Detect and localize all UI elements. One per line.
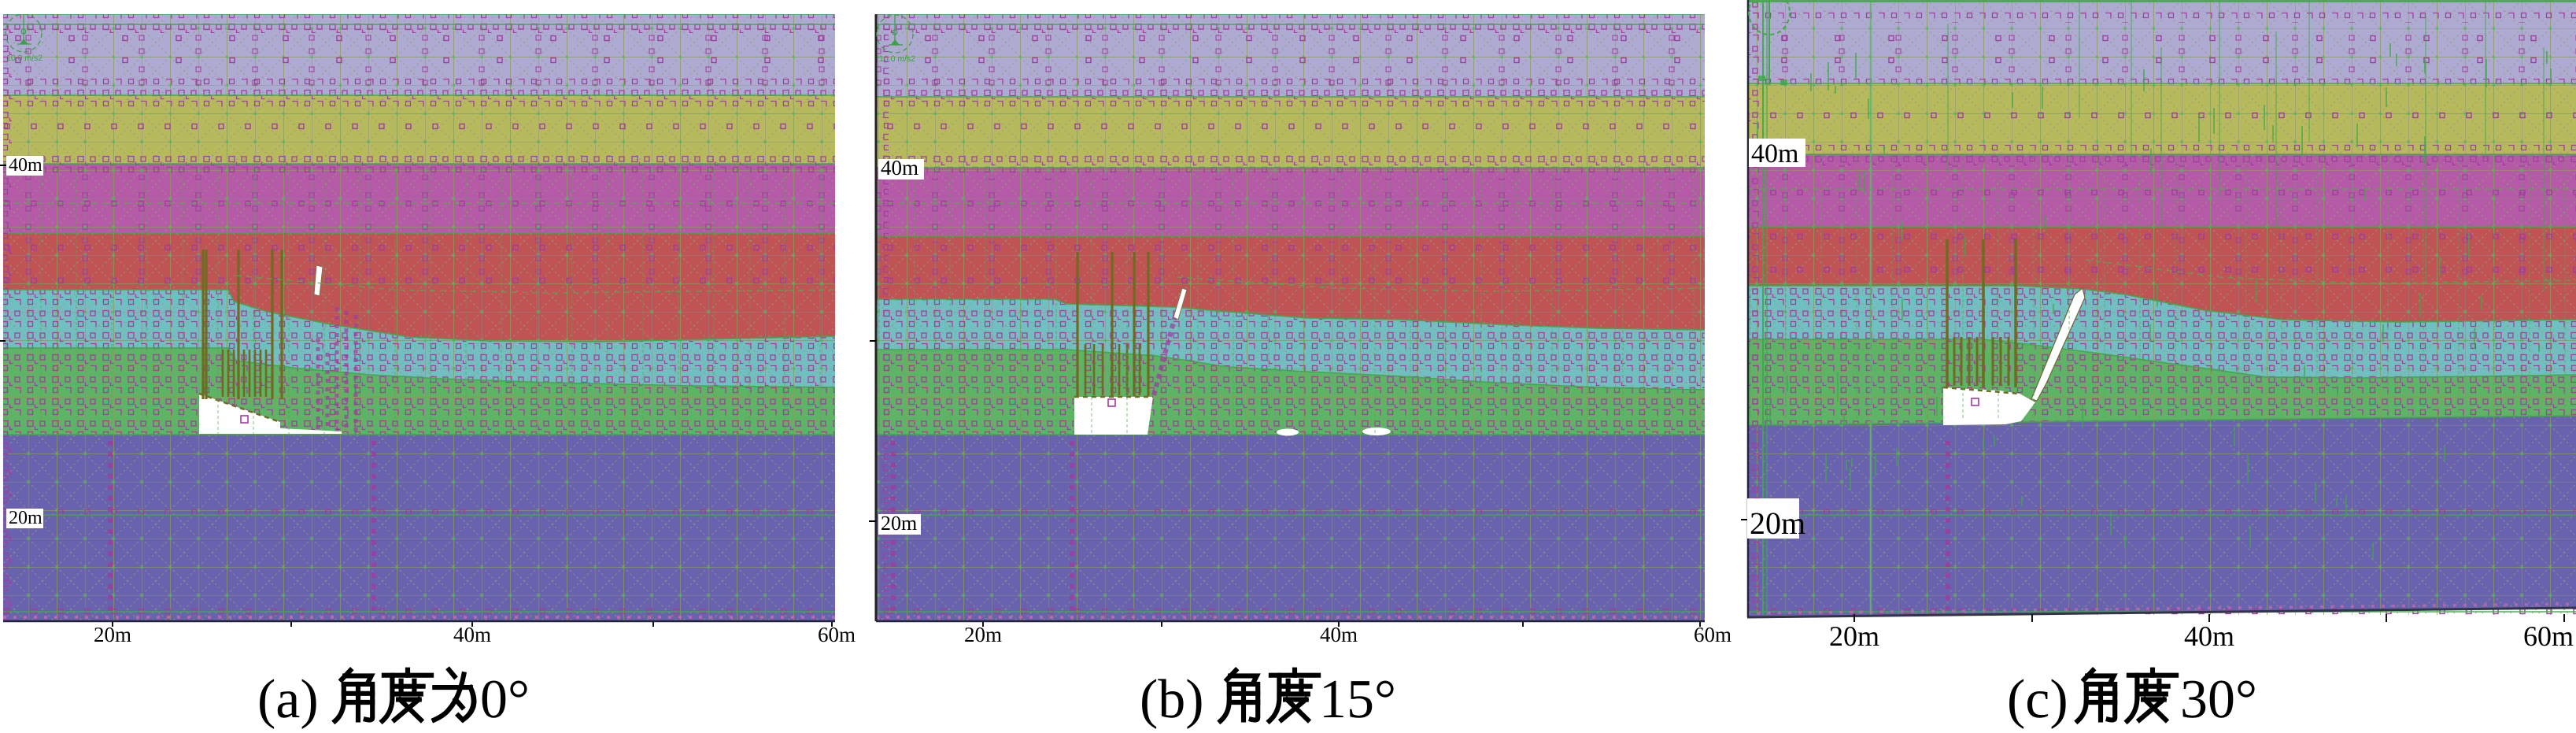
svg-text:(c): (c): [2007, 669, 2068, 730]
svg-text:20m: 20m: [1829, 620, 1879, 652]
svg-text:40m: 40m: [9, 155, 43, 176]
svg-text:15°: 15°: [1319, 669, 1396, 730]
svg-text:40m: 40m: [1751, 139, 1798, 168]
svg-text:10.0 m/s2: 10.0 m/s2: [879, 54, 915, 64]
svg-text:30°: 30°: [2180, 669, 2257, 730]
svg-text:20m: 20m: [9, 508, 43, 528]
svg-text:(b): (b): [1140, 669, 1204, 730]
svg-text:60m: 60m: [818, 623, 856, 646]
svg-text:0°: 0°: [480, 669, 530, 730]
svg-text:20m: 20m: [881, 512, 917, 535]
svg-text:60m: 60m: [2523, 620, 2574, 652]
svg-text:20m: 20m: [1750, 505, 1805, 541]
svg-text:10.0 m/s2: 10.0 m/s2: [6, 54, 43, 63]
svg-text:40m: 40m: [881, 156, 918, 180]
svg-text:40m: 40m: [2184, 620, 2234, 652]
svg-text:(a): (a): [257, 669, 319, 730]
